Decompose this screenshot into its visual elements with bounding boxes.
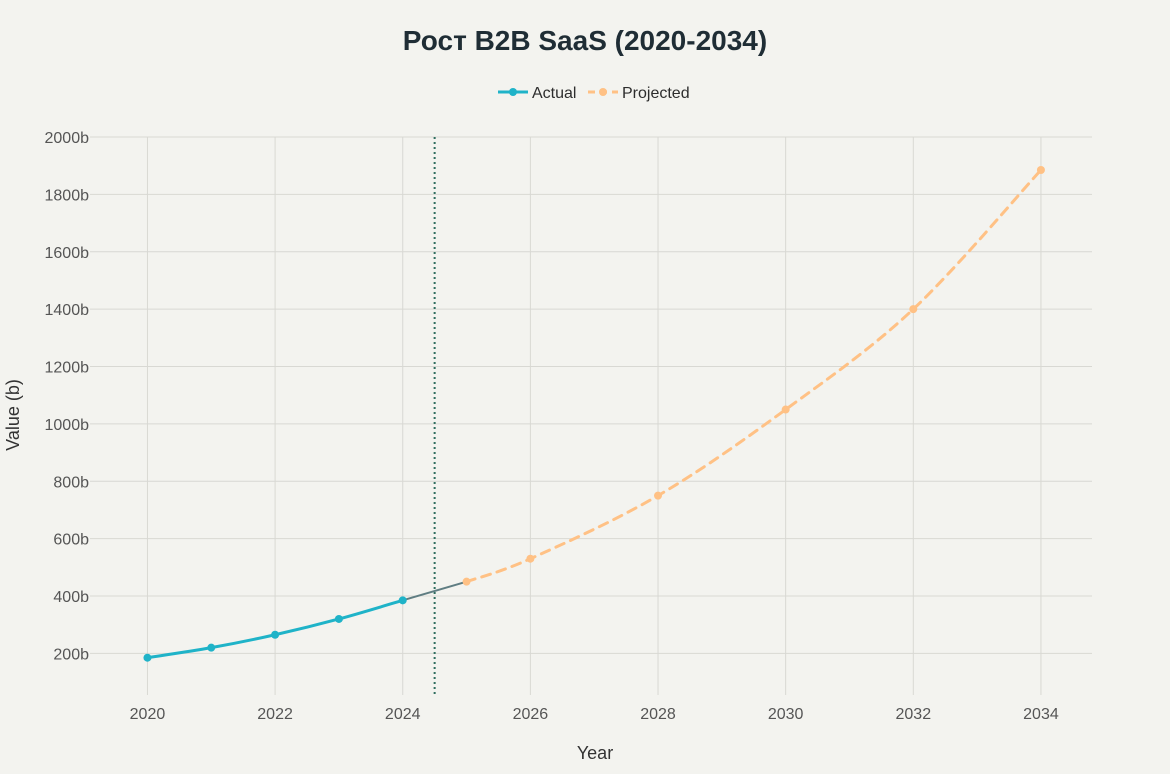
series-actual-point bbox=[398, 596, 407, 605]
series-actual-point bbox=[271, 630, 280, 639]
chart-title: Рост B2B SaaS (2020-2034) bbox=[403, 25, 767, 56]
series-projected-point bbox=[462, 577, 471, 586]
y-tick-label: 1200b bbox=[45, 360, 90, 377]
x-tick-label: 2034 bbox=[1023, 706, 1059, 723]
y-tick-label: 600b bbox=[53, 532, 89, 549]
series-actual-point bbox=[334, 614, 343, 623]
y-tick-label: 1600b bbox=[45, 245, 90, 262]
y-tick-label: 2000b bbox=[45, 130, 90, 147]
x-tick-label: 2028 bbox=[640, 706, 676, 723]
x-tick-label: 2030 bbox=[768, 706, 804, 723]
y-tick-label: 1800b bbox=[45, 187, 90, 204]
legend-item-projected[interactable]: Projected bbox=[588, 85, 690, 102]
y-tick-label: 400b bbox=[53, 589, 89, 606]
legend-projected-label: Projected bbox=[622, 85, 690, 102]
connector-line bbox=[402, 580, 467, 602]
series-projected-point bbox=[526, 554, 535, 563]
y-axis-title: Value (b) bbox=[3, 379, 23, 451]
grid bbox=[90, 136, 1092, 695]
x-tick-label: 2020 bbox=[130, 706, 166, 723]
x-tick-label: 2024 bbox=[385, 706, 421, 723]
tick-labels: 2020 2022 2024 2026 2028 2030 2032 2034 200b 400b… bbox=[45, 130, 1059, 723]
y-tick-label: 1400b bbox=[45, 302, 90, 319]
series-projected-point bbox=[909, 305, 918, 314]
legend-projected-marker bbox=[599, 88, 607, 96]
x-tick-label: 2022 bbox=[257, 706, 293, 723]
y-tick-label: 200b bbox=[53, 646, 89, 663]
x-tick-label: 2032 bbox=[896, 706, 932, 723]
y-tick-label: 1000b bbox=[45, 417, 90, 434]
series-actual-point bbox=[143, 653, 152, 662]
series-projected-point bbox=[781, 405, 790, 414]
x-tick-label: 2026 bbox=[513, 706, 549, 723]
legend: Actual Projected bbox=[498, 85, 690, 102]
legend-actual-marker bbox=[509, 88, 517, 96]
legend-item-actual[interactable]: Actual bbox=[498, 85, 576, 102]
y-tick-label: 800b bbox=[53, 474, 89, 491]
series-projected-point bbox=[1036, 165, 1045, 174]
x-axis-title: Year bbox=[577, 743, 613, 763]
series-projected-line bbox=[465, 168, 1043, 584]
series-layer bbox=[143, 165, 1045, 662]
series-projected-point bbox=[654, 491, 663, 500]
series-actual-point bbox=[207, 643, 216, 652]
legend-actual-label: Actual bbox=[532, 85, 576, 102]
